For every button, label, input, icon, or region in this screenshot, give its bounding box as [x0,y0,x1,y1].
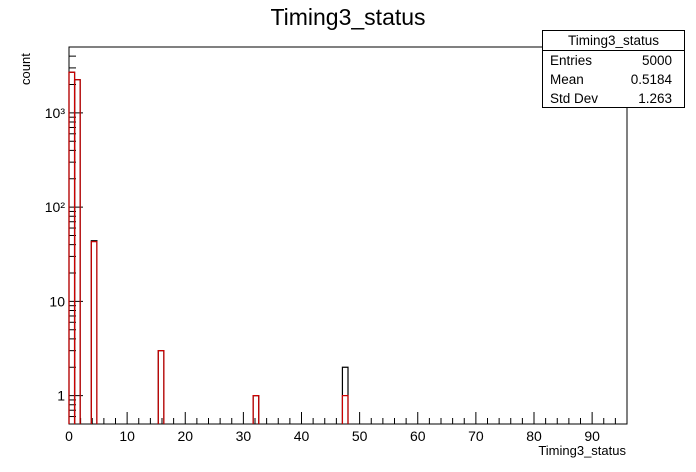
chart-title: Timing3_status [270,4,426,30]
histogram-bin [157,350,165,424]
x-tick-label: 50 [352,428,368,444]
x-axis-label: Timing3_status [538,443,626,458]
y-tick-label: 10 [49,293,65,309]
x-tick-label: 80 [526,428,542,444]
histogram-bin [68,71,76,424]
x-tick-label: 10 [119,428,135,444]
histogram-bin [252,395,260,424]
stats-label: Std Dev [550,91,599,106]
stats-value: 0.5184 [630,72,672,87]
y-tick-label: 10³ [45,105,66,121]
histogram-bin [252,395,260,424]
histogram-bin [68,71,76,424]
x-tick-label: 70 [468,428,484,444]
x-tick-label: 20 [177,428,193,444]
stats-value: 5000 [641,53,672,68]
x-tick-label: 0 [65,428,73,444]
histogram-bin [157,350,165,424]
stats-value: 1.263 [638,91,672,106]
x-tick-label: 40 [294,428,310,444]
stats-title: Timing3_status [543,31,684,51]
histogram-bin [73,79,81,424]
stats-row-mean: Mean 0.5184 [543,70,684,89]
stats-label: Mean [550,72,584,87]
y-tick-label: 10² [45,199,66,215]
histogram-bin [90,241,98,424]
stats-row-stddev: Std Dev 1.263 [543,89,684,108]
x-tick-label: 60 [410,428,426,444]
x-tick-label: 90 [584,428,600,444]
stats-label: Entries [550,53,593,68]
stats-box: Timing3_status Entries 5000 Mean 0.5184 … [542,30,685,108]
histogram-bin [90,240,98,424]
histogram-bin [341,395,349,424]
y-tick-label: 1 [57,388,65,404]
y-axis-label: count [18,53,33,85]
histogram-bin [73,79,81,424]
x-tick-label: 30 [236,428,252,444]
stats-row-entries: Entries 5000 [543,51,684,70]
